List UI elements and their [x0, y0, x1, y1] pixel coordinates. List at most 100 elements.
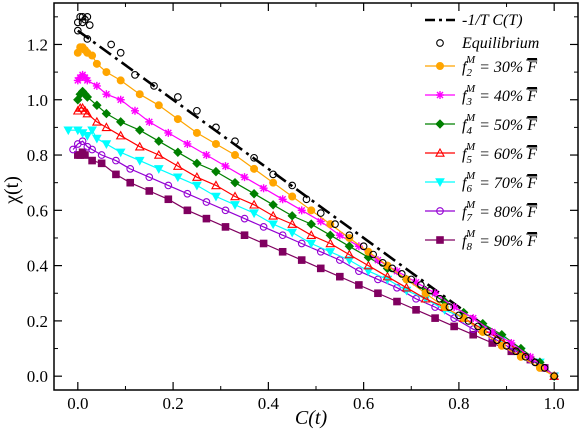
data-point [363, 267, 374, 277]
data-point [369, 250, 378, 259]
data-point [85, 21, 94, 29]
y-axis-label: χ(t) [1, 176, 23, 205]
data-point [287, 228, 298, 238]
legend: -1/T C(T) Equilibrium f2M = 30% F f3M = 40%… [425, 12, 539, 253]
data-point [316, 264, 325, 273]
data-point [202, 214, 211, 223]
data-point [331, 220, 339, 228]
data-point [131, 71, 139, 79]
data-point [164, 195, 173, 204]
data-point [183, 189, 192, 198]
data-point [83, 35, 92, 43]
data-point [221, 223, 230, 231]
data-point [102, 68, 111, 77]
data-point [268, 210, 279, 220]
series-1 [73, 43, 559, 381]
legend-label: Equilibrium [461, 35, 539, 52]
data-point [325, 248, 336, 257]
legend-entry: f6M = 70% F [425, 170, 537, 195]
data-point [420, 293, 431, 303]
data-point [354, 242, 363, 251]
data-point [278, 231, 287, 240]
data-point [336, 272, 344, 281]
data-point [259, 184, 268, 193]
x-tick-label: 1.0 [544, 394, 565, 413]
data-point [488, 327, 497, 336]
data-point [183, 206, 192, 215]
legend-marker [435, 178, 445, 188]
data-point [288, 192, 297, 201]
data-point [335, 256, 344, 264]
data-point [344, 241, 355, 251]
data-point [101, 122, 112, 132]
data-point [150, 82, 158, 90]
data-point [192, 158, 202, 169]
data-point [154, 136, 164, 146]
data-point [316, 217, 325, 226]
x-axis-label: C(t) [295, 407, 328, 429]
data-point [240, 173, 249, 182]
legend-entry: f5M = 60% F [425, 141, 537, 166]
data-point [72, 105, 83, 115]
legend-entry: f4M = 50% F [425, 112, 537, 137]
data-point [297, 256, 306, 264]
data-point [431, 314, 439, 322]
data-point [92, 134, 102, 144]
series-layer [63, 12, 560, 382]
data-point [173, 147, 183, 157]
y-tick-label: 1.0 [27, 91, 48, 110]
data-point [363, 260, 374, 270]
data-point [193, 106, 201, 115]
data-point [88, 51, 97, 60]
legend-label: f5M = 60% F [462, 141, 537, 166]
data-point [164, 128, 173, 137]
data-point [231, 137, 239, 146]
data-point [401, 282, 412, 292]
data-point [259, 239, 268, 248]
data-point [335, 231, 344, 240]
data-point [378, 258, 387, 267]
legend-marker [436, 62, 444, 70]
data-point [302, 195, 311, 204]
data-point [154, 101, 163, 110]
series-line [68, 129, 555, 377]
data-point [474, 322, 482, 331]
data-point [287, 219, 298, 228]
legend-entry: f3M = 40% F [425, 83, 537, 108]
data-point [134, 156, 145, 166]
data-point [91, 116, 102, 126]
data-point [483, 328, 492, 336]
data-point [134, 141, 145, 151]
data-point [464, 317, 473, 325]
data-point [407, 275, 416, 284]
data-point [221, 206, 230, 215]
data-point [493, 336, 501, 345]
data-point [316, 209, 325, 217]
data-point [107, 40, 116, 49]
data-point [363, 252, 374, 263]
data-point [83, 12, 92, 21]
data-point [115, 117, 126, 127]
data-point [126, 178, 135, 187]
data-point [344, 249, 355, 259]
data-point [92, 59, 101, 68]
legend-marker [436, 236, 444, 244]
data-point [101, 140, 112, 150]
data-point [388, 264, 397, 273]
data-point [63, 126, 74, 136]
data-point [469, 330, 477, 339]
legend-entry: f2M = 30% F [425, 54, 537, 79]
data-point [502, 341, 511, 350]
data-point [268, 200, 278, 210]
data-point [469, 314, 478, 323]
data-point [455, 311, 463, 320]
data-point [130, 106, 139, 115]
data-point [249, 189, 259, 199]
data-point [550, 372, 559, 381]
data-point [102, 90, 111, 99]
data-point [112, 170, 120, 179]
data-point [153, 149, 164, 159]
data-point [69, 145, 77, 154]
data-point [173, 173, 183, 183]
data-point [249, 209, 259, 219]
